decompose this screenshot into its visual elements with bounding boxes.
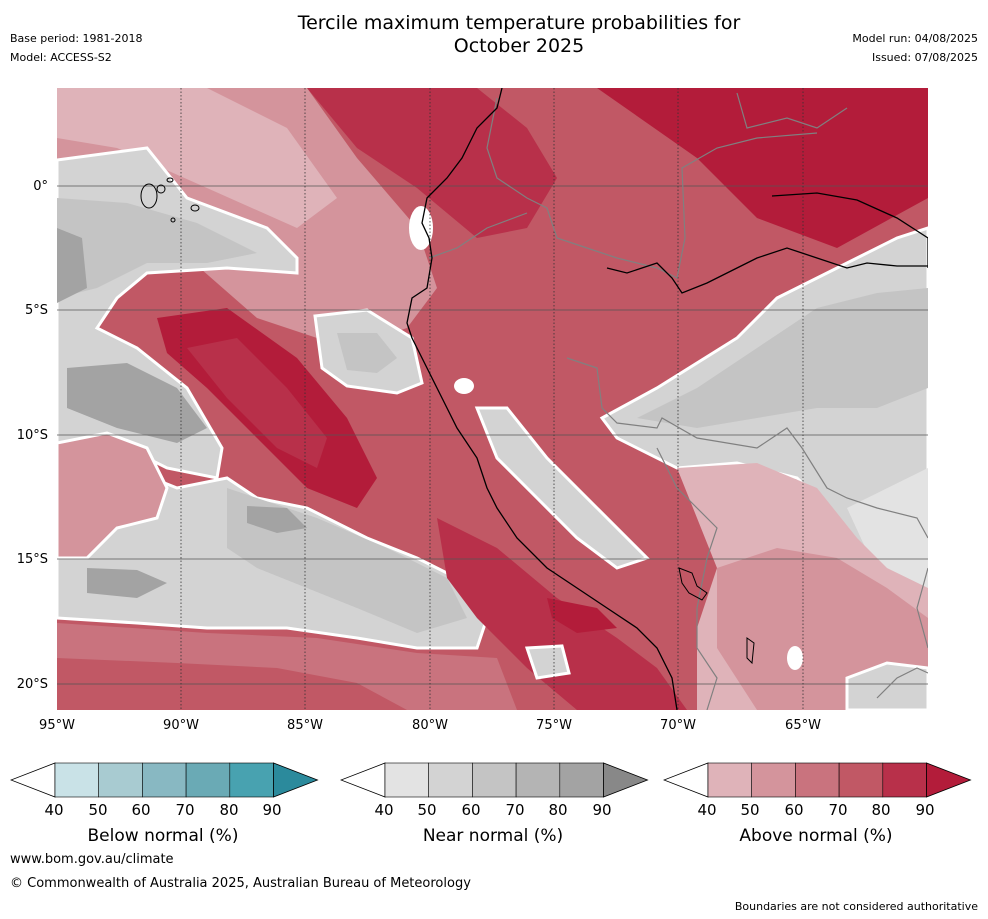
lake-poopo	[746, 637, 755, 665]
colorbar-segment	[515, 762, 561, 798]
region-near-normal-south-patch	[524, 644, 571, 680]
page-title: Tercile maximum temperature probabilitie…	[0, 12, 988, 58]
probability-map	[57, 88, 928, 710]
colorbar-segment	[707, 762, 753, 798]
lat-label-15s: 15°S	[16, 552, 48, 567]
region-above-80-offshore	[187, 338, 327, 468]
coastline	[406, 88, 928, 710]
colorbar-above-normal	[662, 762, 973, 802]
footer-url: www.bom.gov.au/climate	[10, 852, 174, 867]
colorbar-segment	[185, 762, 231, 798]
base-period-label: Base period: 1981-2018	[10, 32, 143, 45]
spot-white-south	[787, 646, 803, 670]
region-above-80-north	[307, 88, 557, 238]
region-above-90-southcoast-core	[547, 598, 617, 633]
country-borders	[428, 92, 928, 710]
lon-label-65w: 65°W	[785, 718, 821, 733]
colorbar-segment-high	[273, 762, 319, 798]
colorbar-segment	[428, 762, 473, 798]
colorbar-segment	[559, 762, 604, 798]
colorbar-above-swatches	[662, 762, 972, 798]
colorbar-near-title: Near normal (%)	[422, 826, 564, 846]
lat-label-5s: 5°S	[24, 303, 48, 318]
colorbar-segment	[795, 762, 840, 798]
spot-white-coast	[454, 378, 474, 394]
colorbar-segment-high	[926, 762, 972, 798]
cb1-tick-50: 50	[417, 801, 437, 819]
lon-label-75w: 75°W	[536, 718, 572, 733]
region-near-normal-east-light	[847, 468, 928, 588]
region-near-normal-west-dark	[67, 363, 207, 443]
cb2-tick-40: 40	[697, 801, 717, 819]
lat-label-0: 0°	[33, 179, 48, 194]
lon-label-80w: 80°W	[412, 718, 448, 733]
cb2-tick-60: 60	[784, 801, 804, 819]
cb1-tick-90: 90	[592, 801, 612, 819]
galapagos-islands	[140, 177, 200, 223]
region-near-normal-southwest-dark	[87, 568, 167, 598]
latitude-gridlines	[57, 185, 928, 685]
cb0-tick-50: 50	[88, 801, 108, 819]
region-near-normal-southeast	[845, 661, 928, 710]
cb0-tick-90: 90	[262, 801, 282, 819]
colorbar-segment	[229, 762, 274, 798]
colorbar-segment	[54, 762, 100, 798]
lon-label-90w: 90°W	[163, 718, 199, 733]
region-near-normal-west-inner	[57, 198, 257, 298]
cb0-tick-80: 80	[219, 801, 239, 819]
spot-white-gulf	[409, 206, 433, 250]
colorbar-below-swatches	[9, 762, 319, 798]
longitude-gridlines	[180, 88, 804, 710]
cb1-tick-70: 70	[505, 801, 525, 819]
region-near-normal-southwest-dark2	[247, 506, 307, 533]
lon-label-70w: 70°W	[660, 718, 696, 733]
colorbar-segment	[472, 762, 517, 798]
region-near-normal-west-edge	[57, 228, 87, 303]
lat-label-10s: 10°S	[16, 428, 48, 443]
region-near-normal-central-inner	[337, 333, 397, 373]
title-line-2: October 2025	[453, 35, 585, 57]
cb2-tick-50: 50	[740, 801, 760, 819]
colorbar-above-title: Above normal (%)	[739, 826, 893, 846]
colorbar-segment-low	[339, 762, 386, 798]
colorbar-segment-low	[662, 762, 709, 798]
footer-copyright: © Commonwealth of Australia 2025, Austra…	[10, 876, 471, 891]
colorbar-near-swatches	[339, 762, 649, 798]
lon-label-85w: 85°W	[287, 718, 323, 733]
region-near-normal-east-inner	[637, 288, 928, 428]
cb0-tick-70: 70	[175, 801, 195, 819]
region-near-normal-andes	[474, 406, 650, 570]
colorbar-segment-low	[9, 762, 56, 798]
lon-label-95w: 95°W	[39, 718, 75, 733]
colorbar-segment	[882, 762, 927, 798]
cb0-tick-60: 60	[131, 801, 151, 819]
model-run-label: Model run: 04/08/2025	[852, 32, 978, 45]
colorbar-below-title: Below normal (%)	[87, 826, 239, 846]
colorbar-below-normal	[9, 762, 320, 802]
region-above-50-northwest	[57, 88, 337, 228]
cb2-tick-90: 90	[915, 801, 935, 819]
cb0-tick-40: 40	[44, 801, 64, 819]
cb1-tick-80: 80	[548, 801, 568, 819]
model-label: Model: ACCESS-S2	[10, 51, 112, 64]
cb2-tick-80: 80	[871, 801, 891, 819]
colorbar-segment	[142, 762, 187, 798]
title-line-1: Tercile maximum temperature probabilitie…	[297, 12, 741, 34]
cb2-tick-70: 70	[828, 801, 848, 819]
region-above-60-west	[57, 431, 169, 560]
lake-titicaca	[678, 567, 708, 601]
colorbar-near-normal	[339, 762, 650, 802]
colorbar-segment	[384, 762, 430, 798]
issued-label: Issued: 07/08/2025	[871, 51, 978, 64]
colorbar-segment-high	[603, 762, 649, 798]
colorbar-segment	[751, 762, 796, 798]
region-above-90-north	[302, 88, 928, 248]
cb1-tick-40: 40	[374, 801, 394, 819]
colorbar-segment	[98, 762, 143, 798]
colorbar-segment	[838, 762, 884, 798]
cb1-tick-60: 60	[461, 801, 481, 819]
lat-label-20s: 20°S	[16, 677, 48, 692]
footer-disclaimer: Boundaries are not considered authoritat…	[734, 900, 978, 913]
